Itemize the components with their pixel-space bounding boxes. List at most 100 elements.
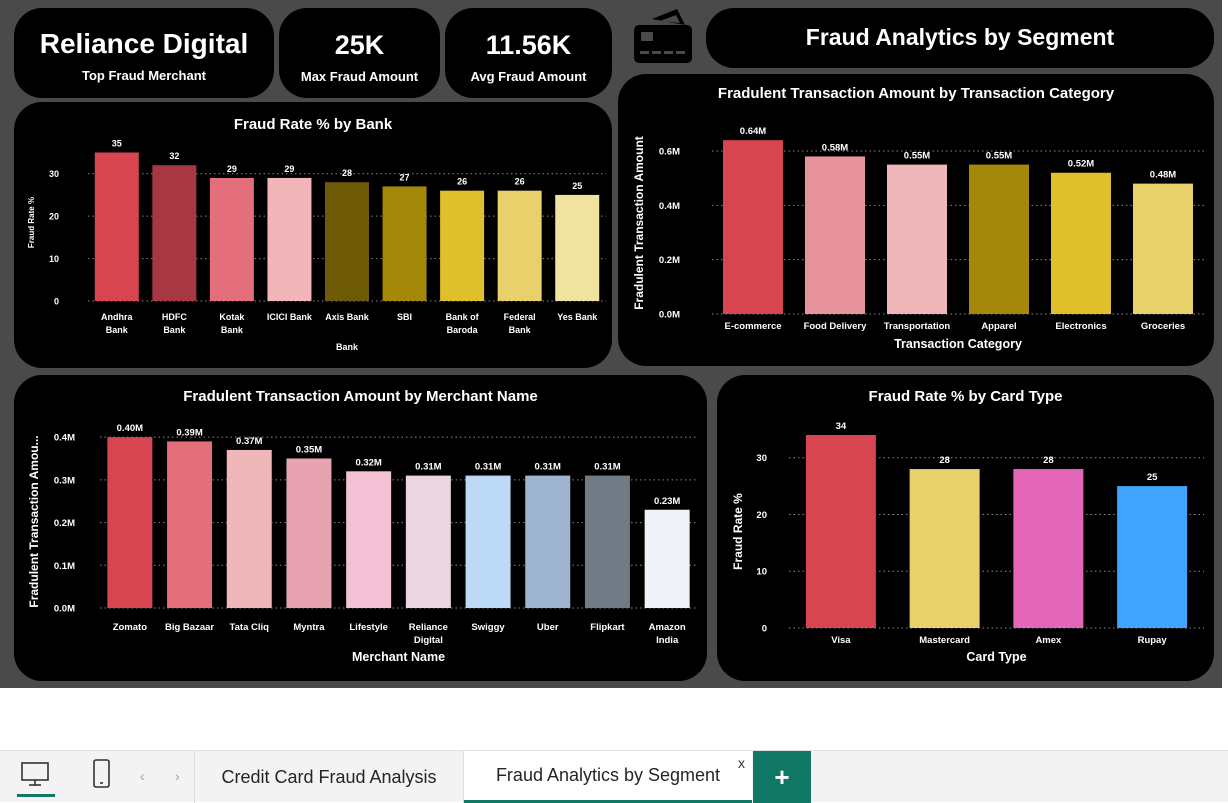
x-tick-label-line: Rupay <box>1138 635 1168 646</box>
page-tab-bar: ‹ › Credit Card Fraud Analysis Fraud Ana… <box>0 750 1228 803</box>
bar[interactable] <box>525 475 571 608</box>
x-tick-label-line: Mastercard <box>919 635 970 646</box>
plus-icon: + <box>774 761 790 792</box>
x-tick-label-line: Axis Bank <box>325 312 370 322</box>
chart-title-category: Fradulent Transaction Amount by Transact… <box>717 85 1115 102</box>
x-tick-label-line: Kotak <box>219 312 245 322</box>
dashboard-canvas: Reliance Digital Top Fraud Merchant 25K … <box>0 0 1222 688</box>
x-axis-label: Bank <box>336 342 359 352</box>
kpi-max-fraud-label: Max Fraud Amount <box>300 69 419 84</box>
kpi-top-merchant-label: Top Fraud Merchant <box>82 68 206 83</box>
kpi-avg-fraud-card[interactable]: 11.56K Avg Fraud Amount <box>445 8 612 98</box>
x-tick-label-line: E-commerce <box>724 321 781 332</box>
x-tick-label: Tata Cliq <box>230 622 270 633</box>
chevron-left-icon[interactable]: ‹ <box>140 768 145 784</box>
bar[interactable] <box>346 471 392 608</box>
bar[interactable] <box>1133 183 1193 314</box>
bar[interactable] <box>584 475 630 608</box>
x-tick-label: Electronics <box>1055 321 1106 332</box>
x-tick-label: Uber <box>537 622 559 633</box>
bar[interactable] <box>805 435 876 628</box>
y-axis-label: Fraud Rate % <box>27 197 36 248</box>
chevron-right-icon[interactable]: › <box>175 768 180 784</box>
bar[interactable] <box>805 156 865 314</box>
x-tick-label-line: Andhra <box>101 312 133 322</box>
bar[interactable] <box>325 182 369 301</box>
kpi-top-merchant-card[interactable]: Reliance Digital Top Fraud Merchant <box>14 8 274 98</box>
y-tick-label: 10 <box>49 254 59 264</box>
bar[interactable] <box>152 165 197 301</box>
bar[interactable] <box>644 509 690 608</box>
kpi-max-fraud-card[interactable]: 25K Max Fraud Amount <box>279 8 440 98</box>
data-label: 0.31M <box>594 462 620 473</box>
bar[interactable] <box>497 190 542 301</box>
bar[interactable] <box>969 164 1029 314</box>
chart-category-svg: 0.0M 0.2M 0.4M 0.6M 0.64M E-commerce 0.58M Food… <box>632 126 1204 351</box>
data-label: 0.32M <box>355 457 381 468</box>
data-label: 0.31M <box>475 462 501 473</box>
chart-card-card-type[interactable]: Fraud Rate % by Card Type 0 10 20 30 34 Visa 2… <box>717 375 1214 681</box>
bar[interactable] <box>107 437 153 608</box>
bar[interactable] <box>909 469 980 628</box>
bar[interactable] <box>209 177 254 301</box>
mobile-view-button[interactable] <box>90 757 114 797</box>
data-label: 0.35M <box>296 444 322 455</box>
bar[interactable] <box>382 186 427 301</box>
x-tick-label: Reliance Digital <box>409 622 448 646</box>
x-tick-label-line: SBI <box>397 312 412 322</box>
tab-fraud-analytics-by-segment[interactable]: Fraud Analytics by Segment x <box>464 751 752 803</box>
bar[interactable] <box>1117 486 1188 628</box>
data-label: 0.37M <box>236 436 262 447</box>
x-tick-label-line: Baroda <box>447 325 479 335</box>
bar[interactable] <box>440 190 485 301</box>
kpi-avg-fraud-label: Avg Fraud Amount <box>470 69 587 84</box>
x-tick-label-line: HDFC <box>162 312 187 322</box>
bar[interactable] <box>267 177 312 301</box>
bar[interactable] <box>723 140 783 314</box>
bar[interactable] <box>94 152 139 301</box>
x-tick-label: SBI <box>397 312 412 322</box>
bar[interactable] <box>887 164 947 314</box>
y-tick-label: 0.0M <box>659 310 680 321</box>
bar[interactable] <box>1013 469 1084 628</box>
data-label: 28 <box>1043 455 1054 466</box>
chart-merchant-svg: 0.0M 0.1M 0.2M 0.3M 0.4M 0.40M Zomato 0.39M Big … <box>27 423 697 664</box>
bar[interactable] <box>226 449 272 608</box>
page-title: Fraud Analytics by Segment <box>805 24 1115 50</box>
data-label: 0.23M <box>654 496 680 507</box>
data-label: 0.39M <box>176 427 202 438</box>
x-tick-label: Rupay <box>1138 635 1168 646</box>
x-tick-label: Yes Bank <box>557 312 598 322</box>
bar[interactable] <box>465 475 511 608</box>
chart-card-merchant[interactable]: Fradulent Transaction Amount by Merchant… <box>14 375 707 681</box>
add-page-button[interactable]: + <box>753 751 811 803</box>
x-tick-label-line: Amazon <box>649 622 686 633</box>
desktop-view-button[interactable] <box>17 757 55 797</box>
bar[interactable] <box>286 458 332 608</box>
bar[interactable] <box>1051 172 1111 314</box>
x-axis-label: Card Type <box>966 650 1026 664</box>
close-tab-icon[interactable]: x <box>738 755 745 771</box>
y-tick-label: 0.4M <box>54 433 75 444</box>
y-tick-label: 0.1M <box>54 561 75 572</box>
x-tick-label-line: Groceries <box>1141 321 1185 332</box>
tab-divider <box>463 751 464 803</box>
data-label: 26 <box>457 177 467 187</box>
data-label: 0.55M <box>904 151 930 162</box>
chart-card-category[interactable]: Fradulent Transaction Amount by Transact… <box>618 74 1214 366</box>
y-tick-label: 20 <box>756 510 767 521</box>
x-tick-label: Transportation <box>884 321 951 332</box>
bar[interactable] <box>405 475 451 608</box>
x-tick-label-line: Bank <box>509 325 532 335</box>
chart-title-bank: Fraud Rate % by Bank <box>233 116 393 133</box>
chart-card-bank[interactable]: Fraud Rate % by Bank 0 10 20 30 35 Andhra Bank… <box>14 102 612 368</box>
bar[interactable] <box>167 441 213 608</box>
tab-credit-card-fraud-analysis[interactable]: Credit Card Fraud Analysis <box>195 751 463 803</box>
x-tick-label-line: Myntra <box>293 622 325 633</box>
kpi-top-merchant-value: Reliance Digital <box>39 28 249 59</box>
bar[interactable] <box>555 194 600 301</box>
y-axis-label: Fraud Rate % <box>731 493 745 570</box>
x-tick-label-line: Bank of <box>446 312 480 322</box>
x-tick-label: HDFC Bank <box>162 312 187 335</box>
x-tick-label: Big Bazaar <box>165 622 214 633</box>
